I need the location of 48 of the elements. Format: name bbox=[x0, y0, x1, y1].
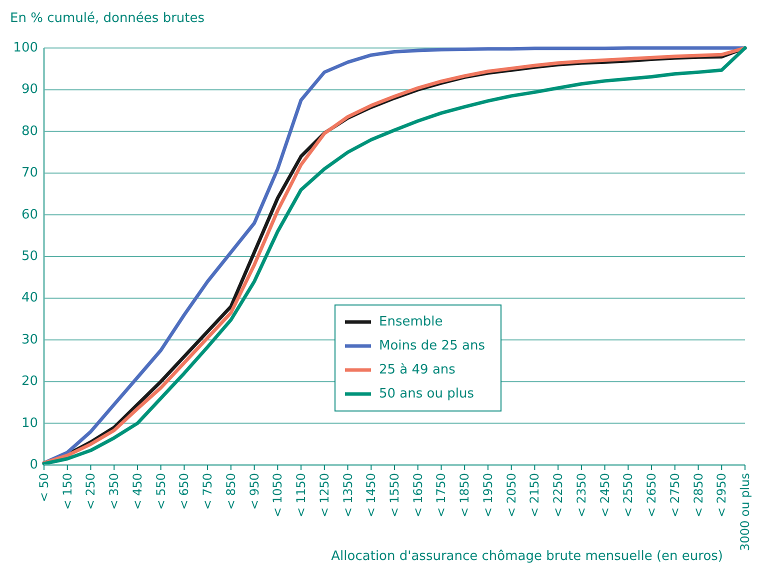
x-tick-label: < 1250 bbox=[317, 473, 332, 518]
x-tick-label: < 1550 bbox=[388, 473, 402, 518]
x-tick-label: < 850 bbox=[224, 473, 238, 510]
legend-label: 25 à 49 ans bbox=[379, 362, 456, 378]
x-tick-label: < 350 bbox=[107, 473, 122, 510]
x-tick-label: < 950 bbox=[247, 473, 262, 510]
x-tick-label: < 2450 bbox=[598, 473, 612, 518]
x-tick-label: < 1350 bbox=[340, 473, 355, 518]
x-tick-label: < 1150 bbox=[294, 473, 308, 518]
x-tick-label: < 2550 bbox=[621, 473, 636, 518]
x-tick-label: < 1950 bbox=[480, 473, 495, 518]
x-tick-label: < 50 bbox=[37, 473, 51, 502]
legend-label: Moins de 25 ans bbox=[379, 338, 486, 354]
x-tick-label: < 1450 bbox=[364, 473, 378, 518]
x-tick-label: < 2150 bbox=[528, 473, 542, 518]
x-tick-label: < 2350 bbox=[574, 473, 588, 518]
x-tick-label: < 2850 bbox=[691, 473, 706, 518]
x-tick-label: < 450 bbox=[130, 473, 144, 510]
legend-label: Ensemble bbox=[379, 314, 443, 330]
y-tick-label: 0 bbox=[30, 458, 38, 472]
y-tick-label: 100 bbox=[13, 40, 38, 56]
x-tick-label: < 2750 bbox=[668, 473, 682, 518]
x-tick-label: < 2250 bbox=[551, 473, 566, 518]
y-tick-label: 90 bbox=[21, 82, 38, 98]
y-axis-title: En % cumulé, données brutes bbox=[10, 11, 205, 26]
x-tick-label: < 1850 bbox=[458, 473, 472, 518]
x-tick-label: < 1050 bbox=[270, 473, 285, 518]
y-tick-label: 10 bbox=[21, 416, 38, 431]
x-tick-label: < 750 bbox=[200, 473, 215, 510]
y-tick-label: 70 bbox=[21, 166, 38, 181]
x-axis-title: Allocation d'assurance chômage brute mensuelle (en euros) bbox=[331, 549, 723, 564]
x-tick-label: < 550 bbox=[154, 473, 168, 510]
x-tick-label: < 1650 bbox=[410, 473, 425, 518]
x-tick-label: < 2650 bbox=[644, 473, 659, 518]
y-tick-label: 40 bbox=[21, 290, 38, 306]
x-tick-label: < 150 bbox=[60, 473, 74, 510]
x-tick-label: < 2050 bbox=[504, 473, 518, 518]
y-tick-label: 20 bbox=[21, 374, 38, 390]
y-tick-label: 50 bbox=[21, 249, 38, 264]
y-tick-label: 60 bbox=[21, 207, 38, 222]
x-tick-label: 3000 ou plus bbox=[738, 473, 752, 551]
legend-label: 50 ans ou plus bbox=[379, 386, 474, 402]
x-tick-label: < 2950 bbox=[714, 473, 729, 518]
x-tick-label: < 650 bbox=[177, 473, 192, 510]
x-tick-label: < 250 bbox=[84, 473, 98, 510]
y-tick-label: 80 bbox=[21, 124, 38, 139]
x-tick-label: < 1750 bbox=[434, 473, 448, 518]
y-tick-label: 30 bbox=[21, 332, 38, 348]
